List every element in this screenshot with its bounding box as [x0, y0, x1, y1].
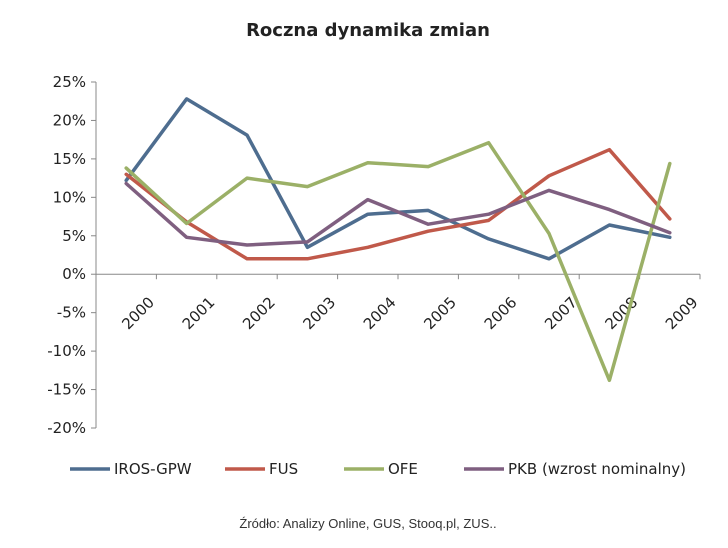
- y-tick-label: 0%: [62, 265, 86, 283]
- series-line-ofe: [124, 140, 672, 383]
- series-line-pkb-wzrost-nominalny: [124, 181, 672, 247]
- y-tick-label: 20%: [53, 111, 86, 129]
- x-tick-label: 2003: [300, 293, 340, 333]
- y-tick-label: 5%: [62, 227, 86, 245]
- y-tick-label: -5%: [57, 304, 86, 322]
- y-tick-label: 15%: [53, 150, 86, 168]
- y-tick-label: -20%: [47, 419, 86, 437]
- x-tick-label: 2005: [420, 293, 460, 333]
- x-tick-label: 2009: [662, 293, 702, 333]
- x-tick-label: 2006: [481, 293, 521, 333]
- x-tick-label: 2001: [179, 293, 219, 333]
- source-note: Źródło: Analizy Online, GUS, Stooq.pl, Z…: [239, 516, 496, 531]
- legend-label: IROS-GPW: [114, 460, 192, 478]
- axes: 25% 20% 15% 10% 5% 0% -5% -10% -15% -20% 2000 2001 2…: [47, 73, 701, 437]
- legend-label: FUS: [269, 460, 298, 478]
- x-tick-label: 2002: [239, 293, 279, 333]
- x-tick-label: 2008: [602, 293, 642, 333]
- chart-title: Roczna dynamika zmian: [246, 20, 490, 41]
- y-tick-label: 10%: [53, 188, 86, 206]
- y-tick-label: -10%: [47, 342, 86, 360]
- legend-label: OFE: [388, 460, 418, 478]
- series-lines: [124, 97, 672, 383]
- legend-label: PKB (wzrost nominalny): [508, 460, 686, 478]
- x-tick-label: 2000: [118, 293, 158, 333]
- y-tick-label: -15%: [47, 381, 86, 399]
- y-tick-label: 25%: [53, 73, 86, 91]
- x-tick-label: 2004: [360, 293, 400, 333]
- legend: IROS-GPW FUS OFE PKB (wzrost nominalny): [70, 460, 686, 478]
